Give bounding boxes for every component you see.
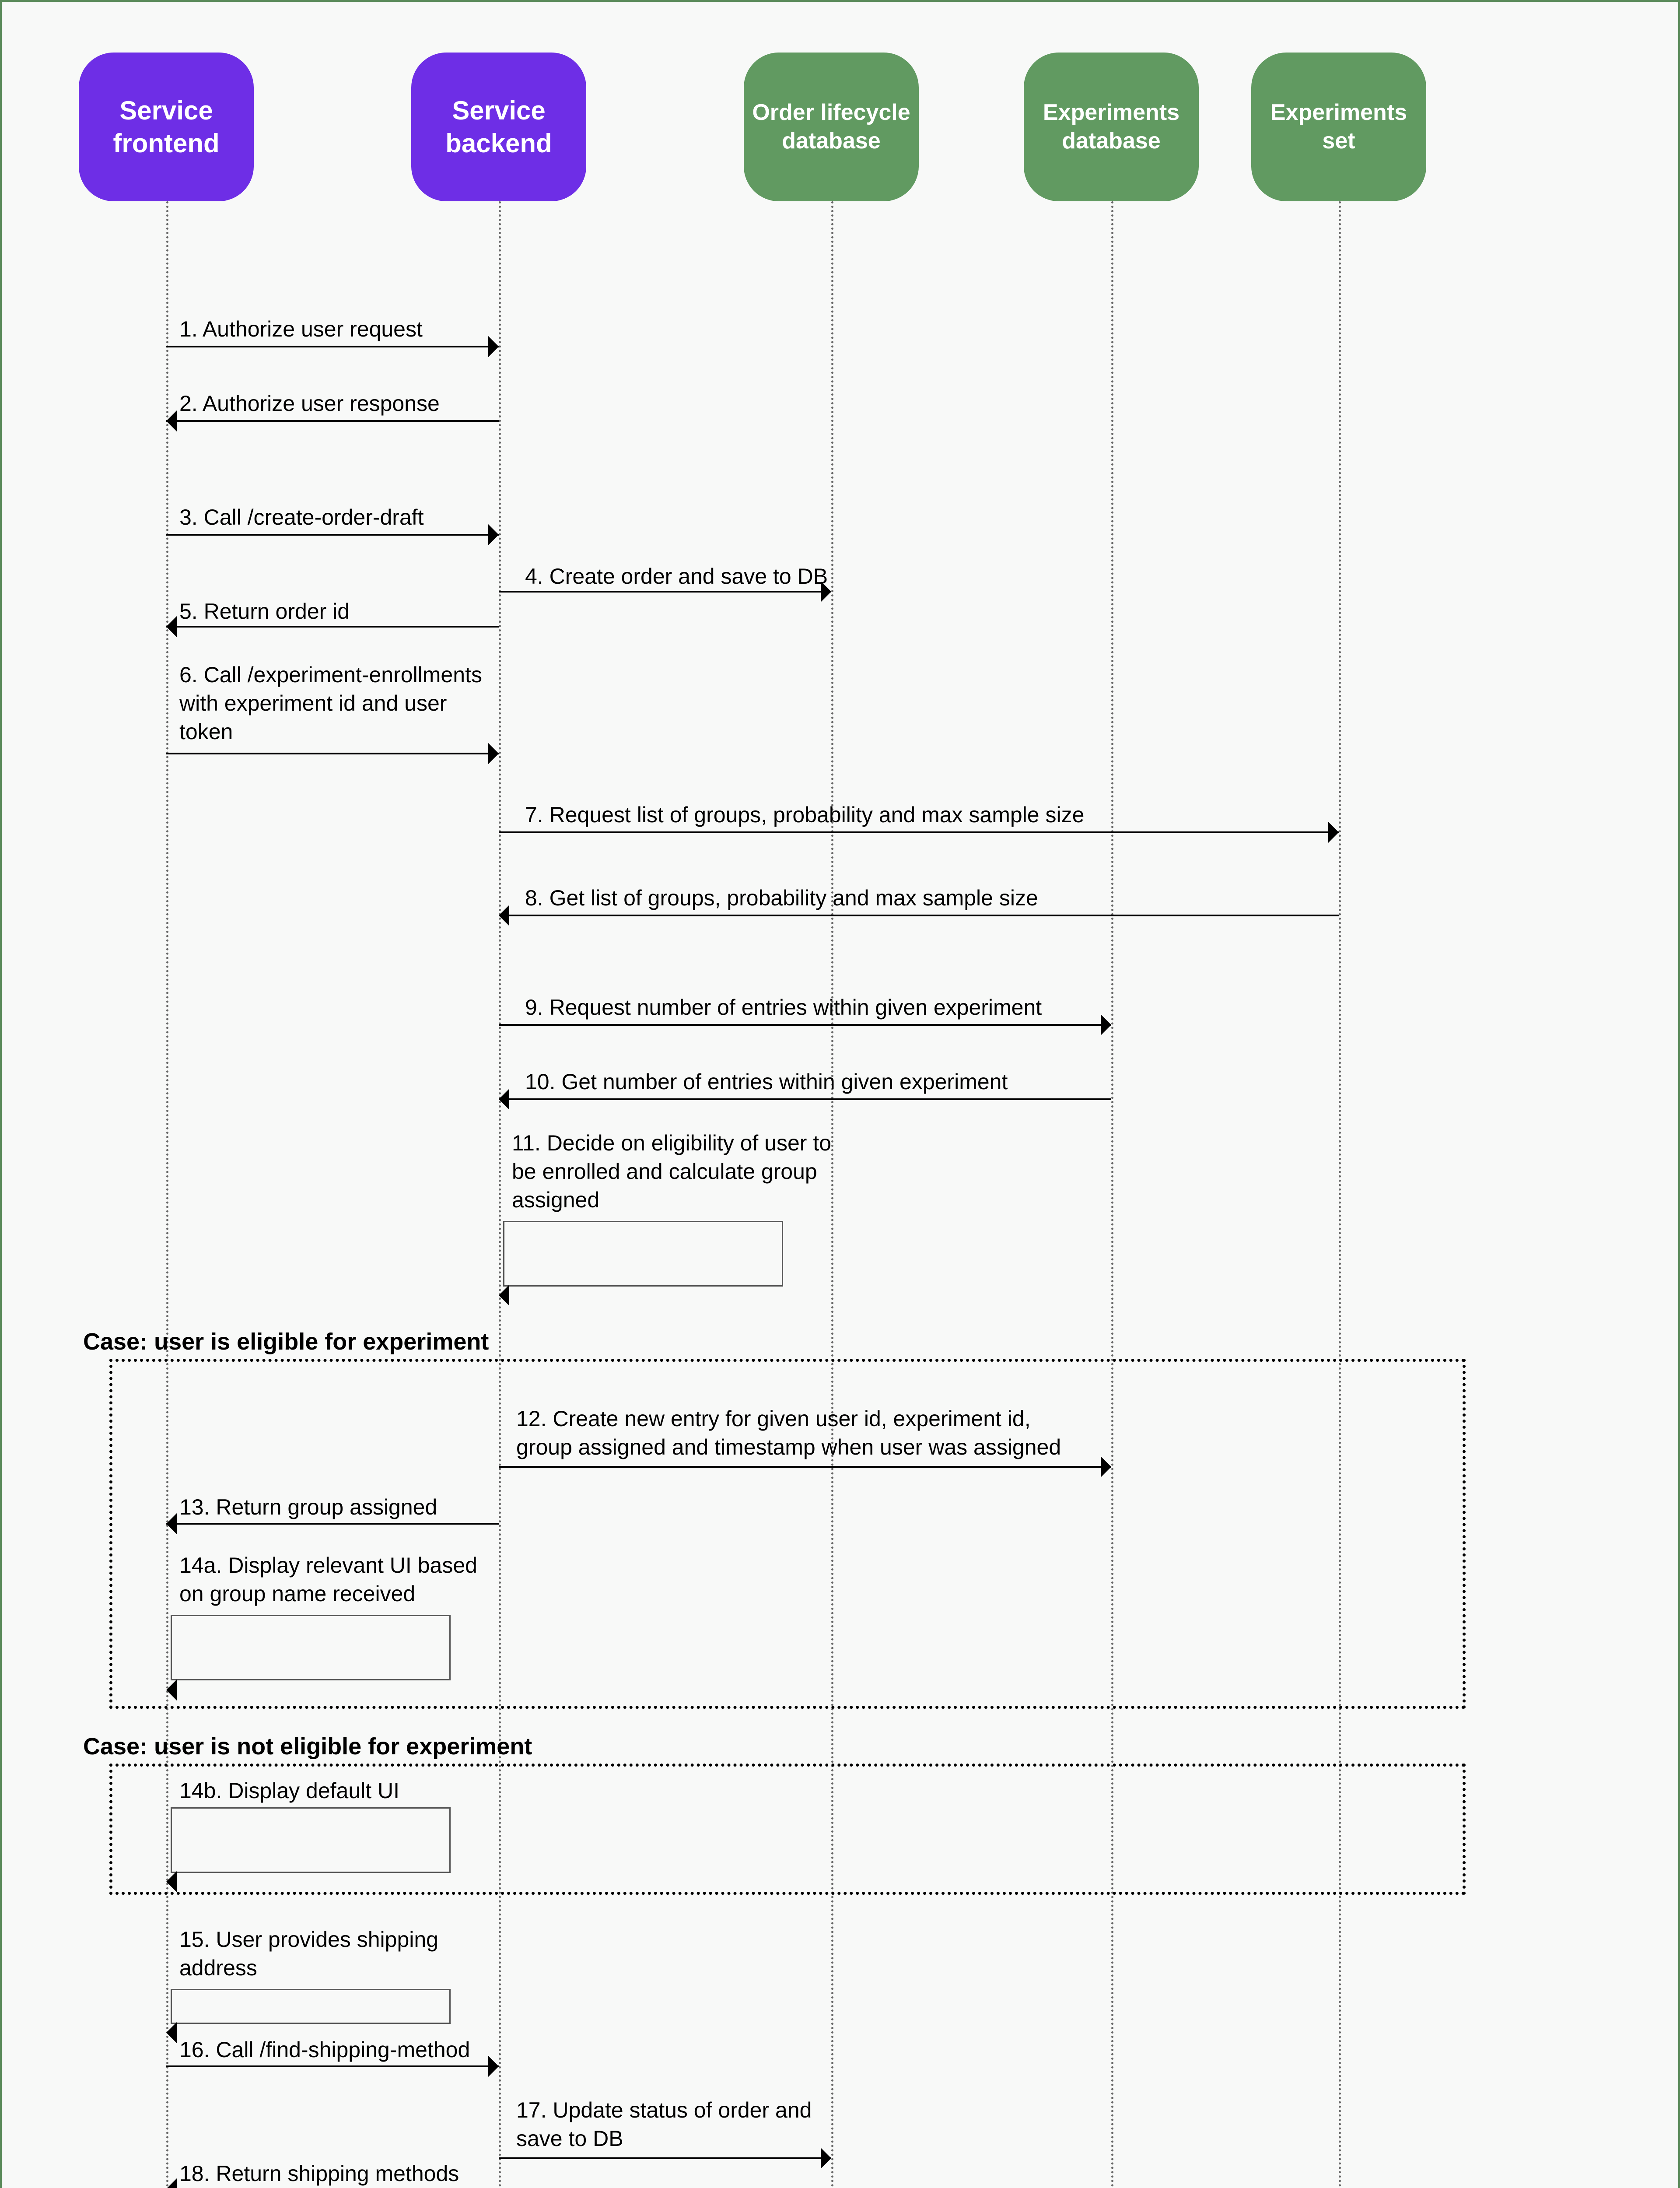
message-label-1: 1. Authorize user request bbox=[179, 315, 423, 344]
self-note-arrow-11 bbox=[499, 1285, 509, 1306]
message-label-12: 12. Create new entry for given user id, … bbox=[516, 1405, 1061, 1462]
message-label-3: 3. Call /create-order-draft bbox=[179, 503, 424, 532]
message-arrowhead-18 bbox=[166, 2178, 177, 2188]
message-line-13 bbox=[166, 1523, 499, 1525]
message-line-1 bbox=[166, 346, 499, 347]
fragment-label: Case: user is eligible for experiment bbox=[83, 1328, 489, 1355]
self-note-label-14b: 14b. Display default UI bbox=[179, 1777, 399, 1805]
message-label-6: 6. Call /experiment-enrollments with exp… bbox=[179, 661, 482, 746]
message-arrowhead-10 bbox=[499, 1089, 509, 1110]
message-arrowhead-13 bbox=[166, 1513, 177, 1534]
message-label-10: 10. Get number of entries within given e… bbox=[525, 1068, 1008, 1096]
message-line-12 bbox=[499, 1466, 1111, 1468]
message-label-7: 7. Request list of groups, probability a… bbox=[525, 801, 1084, 829]
message-arrowhead-9 bbox=[1101, 1014, 1111, 1035]
participant-label: Experiments set bbox=[1251, 98, 1426, 155]
message-arrowhead-7 bbox=[1328, 822, 1339, 843]
message-line-5 bbox=[166, 626, 499, 628]
participant-label: Service frontend bbox=[79, 94, 254, 160]
self-note-label-15: 15. User provides shipping address bbox=[179, 1925, 438, 1982]
message-arrowhead-6 bbox=[488, 743, 499, 764]
self-note-arrow-14b bbox=[166, 1871, 177, 1892]
message-label-2: 2. Authorize user response bbox=[179, 389, 440, 418]
self-note-box-14b bbox=[171, 1807, 451, 1873]
message-line-17 bbox=[499, 2157, 831, 2159]
message-label-13: 13. Return group assigned bbox=[179, 1493, 437, 1522]
message-line-7 bbox=[499, 831, 1339, 833]
self-note-box-11 bbox=[503, 1221, 783, 1287]
message-line-6 bbox=[166, 753, 499, 754]
participant-label: Order lifecycle database bbox=[744, 98, 919, 155]
message-line-10 bbox=[499, 1098, 1111, 1100]
participant-label: Experiments database bbox=[1024, 98, 1199, 155]
message-label-18: 18. Return shipping methods bbox=[179, 2160, 459, 2188]
message-line-8 bbox=[499, 915, 1339, 916]
participant-backend: Service backend bbox=[411, 53, 586, 201]
message-label-16: 16. Call /find-shipping-method bbox=[179, 2036, 470, 2064]
message-label-5: 5. Return order id bbox=[179, 597, 350, 626]
message-label-9: 9. Request number of entries within give… bbox=[525, 993, 1042, 1022]
message-arrowhead-2 bbox=[166, 410, 177, 431]
message-label-8: 8. Get list of groups, probability and m… bbox=[525, 884, 1038, 912]
self-note-arrow-15 bbox=[166, 2022, 177, 2043]
self-note-label-14a: 14a. Display relevant UI based on group … bbox=[179, 1551, 477, 1608]
participant-orderdb: Order lifecycle database bbox=[744, 53, 919, 201]
message-arrowhead-5 bbox=[166, 616, 177, 637]
message-label-17: 17. Update status of order and save to D… bbox=[516, 2096, 812, 2153]
message-line-16 bbox=[166, 2065, 499, 2067]
fragment-label: Case: user is not eligible for experimen… bbox=[83, 1733, 532, 1760]
message-arrowhead-3 bbox=[488, 524, 499, 545]
participant-expdb: Experiments database bbox=[1024, 53, 1199, 201]
message-arrowhead-8 bbox=[499, 905, 509, 926]
self-note-box-14a bbox=[171, 1615, 451, 1680]
participant-frontend: Service frontend bbox=[79, 53, 254, 201]
message-line-2 bbox=[166, 420, 499, 422]
message-line-9 bbox=[499, 1024, 1111, 1026]
message-line-4 bbox=[499, 591, 831, 593]
message-arrowhead-12 bbox=[1101, 1456, 1111, 1477]
message-arrowhead-1 bbox=[488, 336, 499, 357]
participant-expset: Experiments set bbox=[1251, 53, 1426, 201]
self-note-label-11: 11. Decide on eligibility of user to be … bbox=[512, 1129, 831, 1214]
message-label-4: 4. Create order and save to DB bbox=[525, 562, 828, 591]
sequence-diagram-canvas: Case: user is eligible for experiment Cas… bbox=[0, 0, 1680, 2188]
participant-label: Service backend bbox=[411, 94, 586, 160]
message-arrowhead-17 bbox=[821, 2148, 831, 2169]
self-note-arrow-14a bbox=[166, 1680, 177, 1701]
message-arrowhead-16 bbox=[488, 2056, 499, 2077]
message-line-3 bbox=[166, 534, 499, 536]
self-note-box-15 bbox=[171, 1989, 451, 2024]
